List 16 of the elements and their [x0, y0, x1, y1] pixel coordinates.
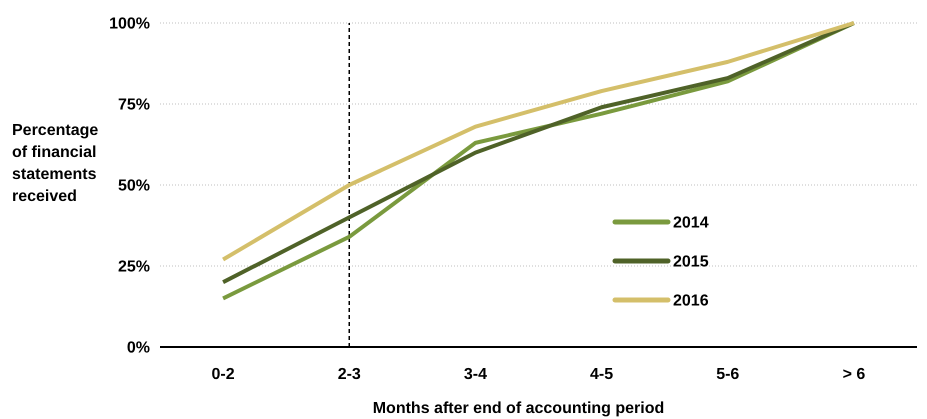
x-tick-label: 3-4 — [464, 366, 488, 383]
y-tick-label: 0% — [126, 340, 150, 357]
legend-label: 2016 — [673, 292, 709, 310]
x-tick-label: 0-2 — [212, 366, 235, 383]
y-tick-label: 50% — [118, 178, 150, 195]
legend-label: 2015 — [673, 254, 709, 271]
x-tick-label: 4-5 — [590, 366, 614, 383]
y-tick-label: 100% — [109, 16, 150, 33]
x-tick-label: 2-3 — [338, 366, 361, 383]
y-tick-label: 75% — [118, 96, 150, 114]
y-axis-title: Percentage of financial statements received — [12, 122, 98, 205]
x-tick-label: 5-6 — [716, 366, 740, 383]
legend-label: 2014 — [673, 214, 709, 232]
x-axis-title: Months after end of accounting period — [372, 400, 664, 417]
y-tick-label: 25% — [118, 258, 150, 276]
x-tick-label: > 6 — [842, 366, 866, 383]
